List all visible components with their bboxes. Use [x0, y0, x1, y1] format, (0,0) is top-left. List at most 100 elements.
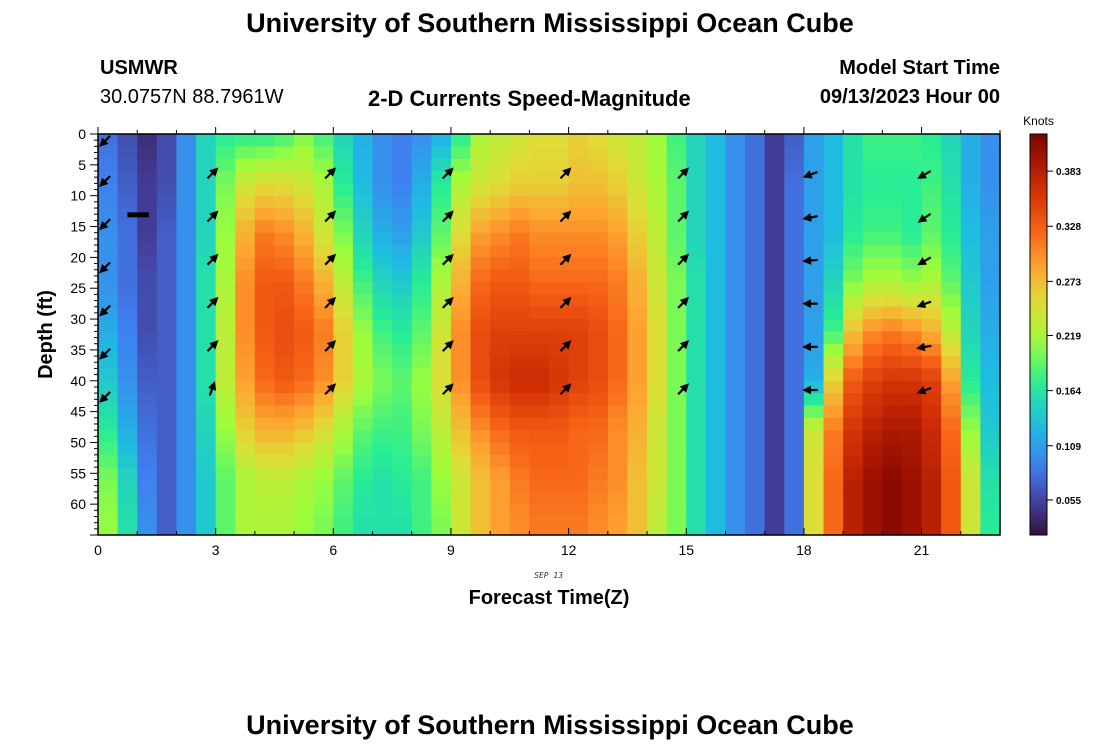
heat-cell — [490, 405, 511, 419]
heat-cell — [313, 220, 334, 234]
heat-cell — [372, 380, 393, 394]
heat-cell — [509, 282, 530, 295]
heat-cell — [509, 245, 530, 258]
heat-cell — [196, 454, 217, 468]
heat-cell — [784, 220, 805, 234]
heat-cell — [901, 319, 923, 333]
heat-cell — [176, 417, 197, 431]
heat-cell — [745, 442, 766, 456]
heat-cell — [529, 171, 550, 184]
heat-cell — [627, 380, 648, 394]
heat-cell — [235, 504, 256, 518]
heat-cell — [137, 269, 158, 283]
heat-cell — [764, 479, 785, 493]
heat-cell — [607, 220, 629, 234]
heat-cell — [490, 319, 511, 333]
heat-cell — [725, 479, 746, 493]
heat-cell — [529, 393, 550, 407]
heat-cell — [941, 368, 962, 382]
heat-cell — [784, 343, 805, 357]
heat-cell — [901, 479, 923, 493]
heat-cell — [117, 269, 138, 283]
heat-cell — [882, 528, 903, 535]
heat-cell — [137, 306, 158, 320]
heat-cell — [215, 442, 236, 456]
heat-cell — [588, 158, 609, 172]
heat-cell — [372, 158, 393, 172]
heat-cell — [666, 393, 687, 407]
heat-cell — [294, 171, 315, 184]
heat-cell — [705, 134, 727, 147]
heat-cell — [764, 430, 785, 444]
heat-cell — [823, 306, 844, 320]
heat-cell — [686, 417, 707, 431]
heat-cell — [705, 479, 727, 493]
x-tick-label: 6 — [329, 542, 337, 558]
heat-cell — [843, 368, 864, 382]
heat-cell — [980, 504, 1001, 518]
heat-cell — [196, 183, 217, 197]
heat-cell — [529, 528, 550, 535]
heat-cell — [450, 245, 472, 258]
heat-cell — [882, 393, 903, 407]
heat-cell — [254, 294, 276, 308]
heat-cell — [568, 442, 589, 456]
heat-cell — [901, 257, 923, 271]
heat-cell — [333, 491, 354, 505]
heat-cell — [784, 319, 805, 333]
heat-cell — [509, 183, 530, 197]
heat-cell — [666, 442, 687, 456]
heat-cell — [490, 528, 511, 535]
heat-cell — [784, 158, 805, 172]
heat-cell — [764, 454, 785, 468]
heat-cell — [117, 183, 138, 197]
heat-cell — [960, 405, 981, 419]
heat-cell — [215, 331, 236, 345]
colorbar-title: Knots — [1023, 114, 1054, 128]
heat-cell — [490, 245, 511, 258]
heat-cell — [627, 442, 648, 456]
heat-cell — [568, 158, 589, 172]
heat-cell — [882, 245, 903, 258]
heat-cell — [725, 368, 746, 382]
heat-cell — [607, 343, 629, 357]
heat-cell — [647, 171, 668, 184]
heat-cell — [980, 208, 1001, 221]
heat-cell — [588, 417, 609, 431]
heat-cell — [725, 343, 746, 357]
heat-cell — [392, 393, 413, 407]
heat-cell — [745, 430, 766, 444]
heat-cell — [764, 245, 785, 258]
heat-cell — [803, 158, 825, 172]
heat-cell — [274, 454, 295, 468]
heat-cell — [392, 343, 413, 357]
heat-cell — [529, 491, 550, 505]
heat-cell — [901, 491, 923, 505]
heat-cell — [901, 146, 923, 160]
heat-cell — [568, 306, 589, 320]
heat-cell — [862, 504, 883, 518]
heat-cell — [98, 195, 119, 209]
heat-cell — [529, 368, 550, 382]
current-arrow — [802, 170, 818, 179]
heat-cell — [196, 528, 217, 535]
heat-cell — [803, 417, 825, 431]
current-arrow — [677, 253, 690, 266]
heat-cell — [921, 405, 942, 419]
current-arrow — [99, 261, 111, 274]
heat-cell — [156, 294, 178, 308]
heat-cell — [901, 356, 923, 370]
heat-cell — [137, 417, 158, 431]
heat-cell — [823, 479, 844, 493]
heat-cell — [117, 195, 138, 209]
heat-cell — [117, 380, 138, 394]
heat-cell — [784, 528, 805, 535]
heat-cell — [313, 158, 334, 172]
heat-cell — [431, 417, 452, 431]
heat-cell — [490, 183, 511, 197]
heat-cell — [803, 134, 825, 147]
heat-cell — [411, 331, 432, 345]
heat-cell — [235, 491, 256, 505]
y-tick-label: 45 — [70, 404, 86, 420]
heat-cell — [980, 319, 1001, 333]
